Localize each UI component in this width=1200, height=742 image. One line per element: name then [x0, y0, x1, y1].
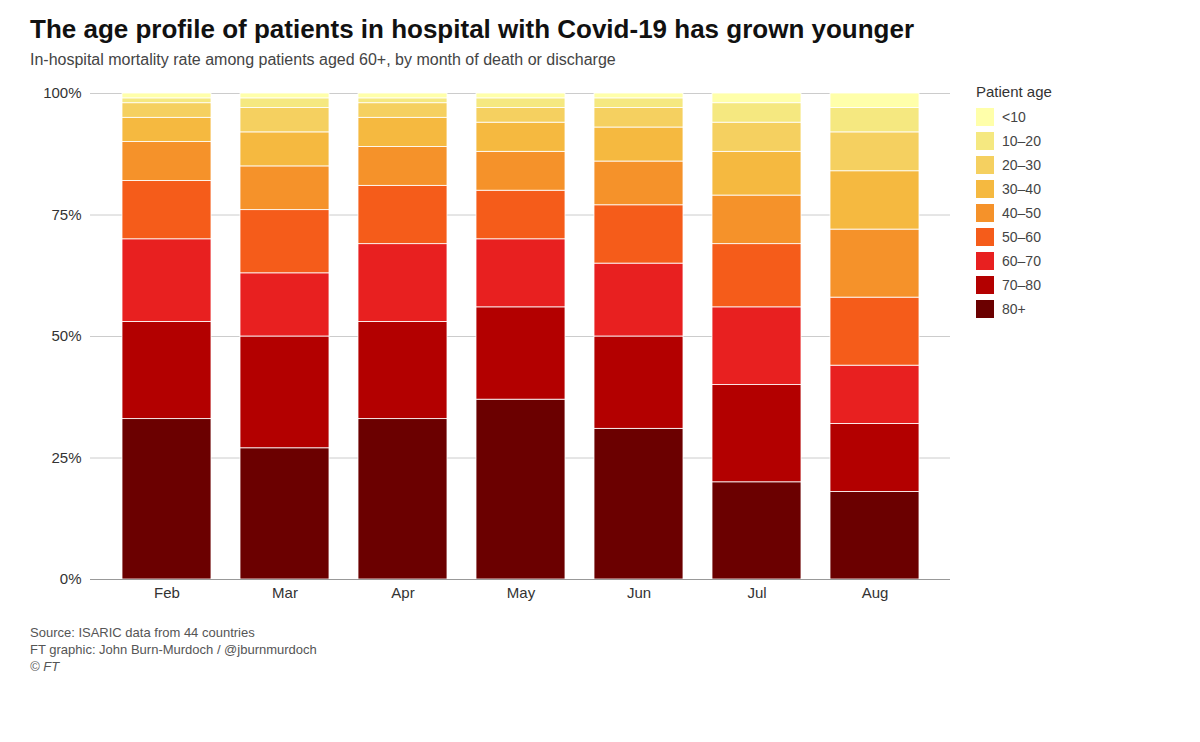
svg-text:Mar: Mar — [272, 584, 298, 601]
svg-text:Aug: Aug — [862, 584, 889, 601]
svg-text:Feb: Feb — [154, 584, 180, 601]
html-text:Patient age: Patient age — [976, 83, 1052, 100]
svg-text:75%: 75% — [51, 206, 81, 223]
svg-text:Apr: Apr — [391, 584, 414, 601]
html-text:10–20: 10–20 — [1002, 133, 1041, 149]
svg-text:100%: 100% — [43, 84, 81, 101]
html-text:FT graphic: John Burn-Murdoch: FT graphic: John Burn-Murdoch / @jburnmu… — [30, 642, 317, 657]
html-text:© FT: © FT — [30, 659, 60, 674]
html-text:20–30: 20–30 — [1002, 157, 1041, 173]
svg-text:Jun: Jun — [627, 584, 651, 601]
svg-text:May: May — [507, 584, 536, 601]
html-text:In-hospital mortality rate amo: In-hospital mortality rate among patient… — [30, 51, 616, 68]
svg-text:0%: 0% — [60, 570, 82, 587]
svg-text:50%: 50% — [51, 327, 81, 344]
html-text:The age profile of patients in: The age profile of patients in hospital … — [30, 14, 915, 44]
html-text:80+: 80+ — [1002, 301, 1026, 317]
svg-text:25%: 25% — [51, 449, 81, 466]
html-text:40–50: 40–50 — [1002, 205, 1041, 221]
html-text:70–80: 70–80 — [1002, 277, 1041, 293]
html-text:30–40: 30–40 — [1002, 181, 1041, 197]
svg-text:Jul: Jul — [747, 584, 766, 601]
html-text:<10: <10 — [1002, 109, 1026, 125]
html-text:60–70: 60–70 — [1002, 253, 1041, 269]
html-text:50–60: 50–60 — [1002, 229, 1041, 245]
html-text:Source: ISARIC data from 44 co: Source: ISARIC data from 44 countries — [30, 625, 255, 640]
